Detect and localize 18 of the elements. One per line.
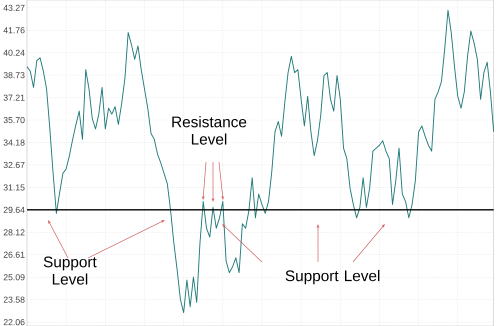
y-tick-label: 22.06 xyxy=(4,319,25,326)
y-tick-label: 28.12 xyxy=(4,229,25,236)
y-tick-label: 40.24 xyxy=(3,50,25,56)
y-tick-label: 34.18 xyxy=(4,139,25,146)
y-tick-label: 25.09 xyxy=(4,274,25,280)
annotation: Support Level xyxy=(286,270,380,284)
y-tick-label: 32.67 xyxy=(4,162,25,168)
y-tick-label: 38.73 xyxy=(4,72,25,78)
y-tick-label: 29.64 xyxy=(4,206,25,213)
y-tick-label: 31.15 xyxy=(4,184,25,191)
y-tick-label: 26.61 xyxy=(4,252,25,258)
annotation: Resistance Level xyxy=(172,116,246,145)
y-tick-label: 41.76 xyxy=(3,27,25,34)
annotation: Support Level xyxy=(44,256,97,285)
y-tick-label: 37.21 xyxy=(4,94,25,101)
y-tick-label: 35.70 xyxy=(4,116,25,124)
y-tick-label: 23.58 xyxy=(4,296,25,303)
y-tick-label: 43.27 xyxy=(3,4,25,11)
